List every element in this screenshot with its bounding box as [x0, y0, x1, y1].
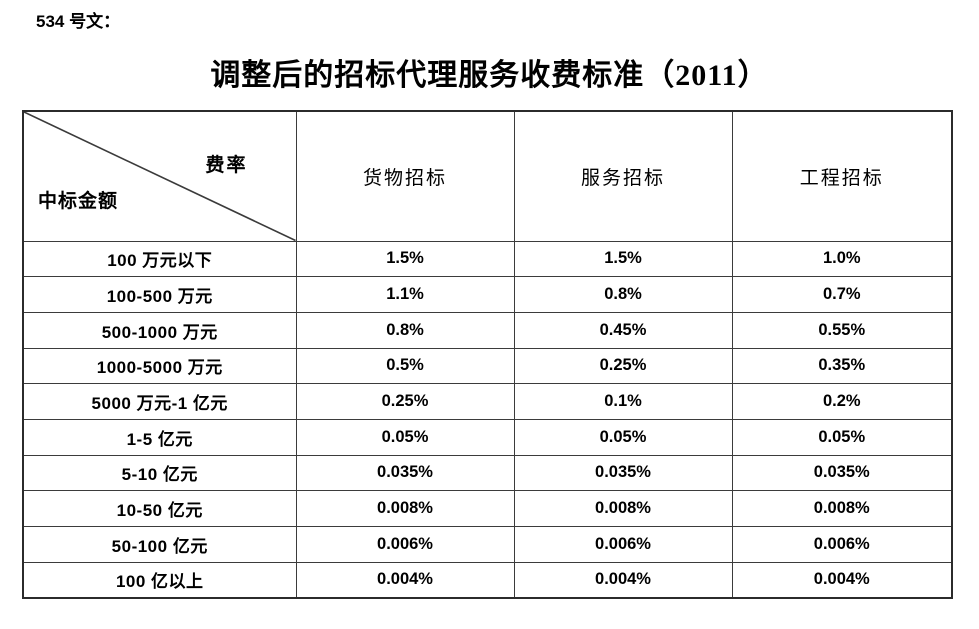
row-label: 5000 万元-1 亿元: [22, 383, 297, 420]
rate-cell: 0.8%: [513, 276, 733, 313]
rate-cell: 0.035%: [295, 454, 515, 492]
rate-cell: 0.004%: [295, 561, 515, 599]
row-label: 500-1000 万元: [22, 311, 297, 349]
rate-cell: 0.05%: [513, 418, 733, 456]
corner-header-cell: 费率 中标金额: [22, 110, 297, 242]
rate-cell: 0.006%: [513, 526, 733, 563]
rate-cell: 0.004%: [513, 561, 733, 599]
row-label: 5-10 亿元: [22, 454, 297, 492]
rate-cell: 0.8%: [295, 311, 515, 349]
diagonal-line: [24, 112, 295, 240]
rate-cell: 0.25%: [295, 383, 515, 420]
corner-label-bid-amount: 中标金额: [38, 191, 119, 212]
row-label: 1000-5000 万元: [22, 347, 297, 385]
page-title: 调整后的招标代理服务收费标准（2011）: [210, 59, 769, 92]
table-row: 100-500 万元 1.1% 0.8% 0.7%: [22, 276, 953, 313]
row-label: 100 万元以下: [22, 240, 297, 278]
rate-cell: 1.0%: [731, 240, 953, 278]
rate-cell: 1.1%: [295, 276, 515, 313]
column-header-engineering-tender: 工程招标: [731, 110, 953, 242]
table-row: 1000-5000 万元 0.5% 0.25% 0.35%: [22, 347, 953, 385]
rate-cell: 0.008%: [513, 490, 733, 527]
rate-cell: 0.2%: [731, 383, 953, 420]
rate-cell: 1.5%: [513, 240, 733, 278]
row-label: 1-5 亿元: [22, 418, 297, 456]
rate-cell: 0.008%: [731, 490, 953, 527]
column-header-service-tender: 服务招标: [513, 110, 733, 242]
rate-cell: 1.5%: [295, 240, 515, 278]
fee-rate-table: 费率 中标金额 货物招标 服务招标 工程招标 100 万元以下 1.5% 1.5…: [22, 110, 953, 599]
table-row: 10-50 亿元 0.008% 0.008% 0.008%: [22, 490, 953, 527]
rate-cell: 0.55%: [731, 311, 953, 349]
rate-cell: 0.1%: [513, 383, 733, 420]
table-row: 1-5 亿元 0.05% 0.05% 0.05%: [22, 418, 953, 456]
row-label: 100 亿以上: [22, 561, 297, 599]
row-label: 100-500 万元: [22, 276, 297, 313]
table-row: 100 万元以下 1.5% 1.5% 1.0%: [22, 240, 953, 278]
rate-cell: 0.004%: [731, 561, 953, 599]
rate-cell: 0.7%: [731, 276, 953, 313]
doc-number-label: 534 号文：: [36, 12, 121, 31]
rate-cell: 0.5%: [295, 347, 515, 385]
rate-cell: 0.05%: [731, 418, 953, 456]
table-row: 50-100 亿元 0.006% 0.006% 0.006%: [22, 526, 953, 563]
table-row: 100 亿以上 0.004% 0.004% 0.004%: [22, 561, 953, 599]
table-header-row: 费率 中标金额 货物招标 服务招标 工程招标: [22, 110, 953, 242]
rate-cell: 0.35%: [731, 347, 953, 385]
table-row: 5000 万元-1 亿元 0.25% 0.1% 0.2%: [22, 383, 953, 420]
row-label: 10-50 亿元: [22, 490, 297, 527]
rate-cell: 0.25%: [513, 347, 733, 385]
column-header-goods-tender: 货物招标: [295, 110, 515, 242]
corner-label-rate: 费率: [205, 155, 248, 176]
rate-cell: 0.05%: [295, 418, 515, 456]
rate-cell: 0.006%: [731, 526, 953, 563]
table-row: 5-10 亿元 0.035% 0.035% 0.035%: [22, 454, 953, 492]
rate-cell: 0.035%: [513, 454, 733, 492]
table-row: 500-1000 万元 0.8% 0.45% 0.55%: [22, 311, 953, 349]
rate-cell: 0.45%: [513, 311, 733, 349]
rate-cell: 0.006%: [295, 526, 515, 563]
rate-cell: 0.008%: [295, 490, 515, 527]
rate-cell: 0.035%: [731, 454, 953, 492]
row-label: 50-100 亿元: [22, 526, 297, 563]
